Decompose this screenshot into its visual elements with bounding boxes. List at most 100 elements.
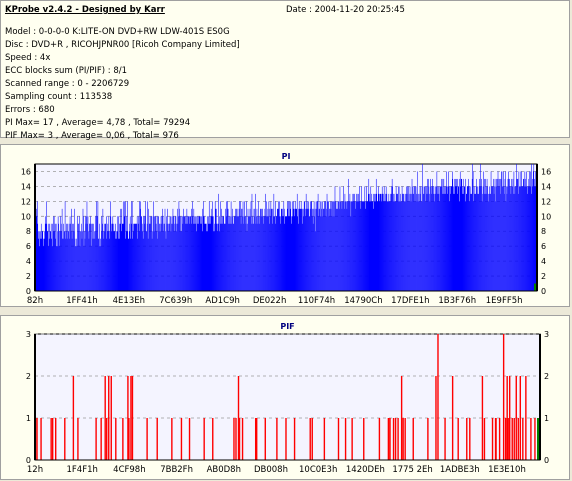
data-bar (488, 201, 489, 291)
data-bar (260, 208, 262, 291)
data-bar (54, 231, 55, 291)
data-bar (106, 238, 108, 291)
data-bar (75, 246, 76, 291)
data-bar (129, 223, 130, 291)
data-bar (292, 208, 294, 291)
data-bar (163, 231, 164, 291)
data-bar (519, 186, 520, 291)
data-bar (92, 223, 93, 291)
data-bar (189, 223, 191, 291)
data-bar (160, 231, 161, 291)
data-bar (93, 238, 95, 291)
app-title: KProbe v2.4.2 - Designed by Karr (5, 5, 165, 15)
data-bar (202, 201, 204, 291)
data-bar (319, 201, 321, 291)
data-bar (183, 216, 185, 291)
data-bar (344, 418, 347, 460)
data-bar (173, 216, 175, 291)
data-bar (527, 186, 529, 291)
data-bar (91, 223, 93, 291)
data-bar (175, 216, 177, 291)
data-bar (407, 201, 409, 291)
data-bar (306, 208, 307, 291)
y-tick-label-right: 0 (541, 287, 546, 296)
data-bar (107, 231, 108, 291)
data-bar (371, 201, 373, 291)
y-tick-label-left: 10 (21, 212, 31, 221)
data-bar (141, 223, 143, 291)
data-bar (285, 216, 287, 291)
data-bar (393, 193, 395, 291)
data-bar (143, 223, 145, 291)
data-bar (235, 208, 236, 291)
data-bar (501, 171, 502, 291)
data-bar (154, 216, 156, 291)
data-bar (437, 186, 438, 291)
data-bar (110, 376, 112, 460)
data-bar (329, 208, 330, 291)
data-bar (255, 193, 256, 291)
data-bar (228, 216, 230, 291)
data-bar (222, 216, 223, 291)
data-bar (51, 246, 53, 291)
data-bar (433, 186, 435, 291)
x-tick-label: 82h (27, 296, 43, 306)
data-bar (54, 223, 56, 291)
data-bar (534, 186, 535, 291)
data-bar (79, 216, 80, 291)
data-bar (511, 186, 513, 291)
data-bar (66, 223, 67, 291)
data-bar (531, 164, 532, 291)
data-bar (454, 186, 456, 291)
data-bar (509, 178, 510, 291)
data-bar (258, 201, 259, 291)
data-bar (297, 223, 299, 291)
data-bar (88, 238, 90, 291)
info-line: Errors : 680 (5, 105, 55, 115)
data-bar (127, 201, 128, 291)
data-bar (256, 216, 257, 291)
data-bar (59, 231, 60, 291)
data-bar (374, 193, 376, 291)
data-bar (200, 216, 201, 291)
data-bar (521, 186, 523, 291)
data-bar (368, 178, 370, 291)
end-marker (537, 418, 540, 460)
data-bar (533, 164, 535, 291)
data-bar (383, 201, 384, 291)
data-bar (77, 223, 79, 291)
data-bar (322, 201, 323, 291)
data-bar (370, 201, 372, 291)
data-bar (535, 171, 536, 291)
data-bar (128, 238, 129, 291)
data-bar (301, 208, 302, 291)
data-bar (369, 201, 371, 291)
data-bar (117, 216, 119, 291)
data-bar (522, 418, 524, 460)
data-bar (294, 208, 295, 291)
data-bar (275, 201, 276, 291)
data-bar (254, 418, 257, 460)
data-bar (392, 186, 393, 291)
data-bar (398, 186, 399, 291)
data-bar (330, 201, 331, 291)
data-bar (470, 193, 472, 291)
data-bar (285, 418, 287, 460)
data-bar (492, 186, 494, 291)
data-bar (410, 193, 411, 291)
data-bar (170, 216, 171, 291)
data-bar (76, 246, 78, 291)
data-bar (302, 216, 304, 291)
data-bar (323, 208, 325, 291)
data-bar (165, 231, 166, 291)
x-tick-label: 14790Ch (344, 296, 382, 306)
data-bar (445, 193, 447, 291)
data-bar (493, 178, 494, 291)
data-bar (223, 223, 225, 291)
data-bar (476, 178, 477, 291)
data-bar (184, 216, 185, 291)
data-bar (502, 186, 504, 291)
data-bar (490, 171, 492, 291)
data-bar (69, 216, 71, 291)
data-bar (252, 216, 253, 291)
